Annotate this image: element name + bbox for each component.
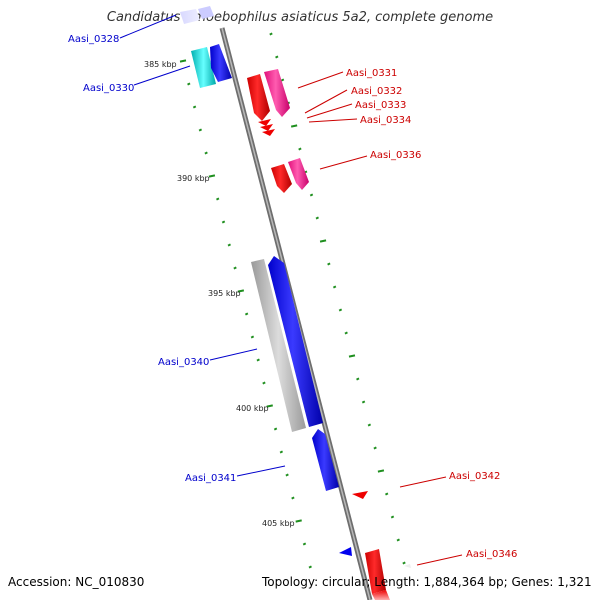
- outer-tick-20: [385, 492, 389, 496]
- gene-labels: Aasi_0328 Aasi_0330 Aasi_0340 Aasi_0341 …: [68, 34, 517, 560]
- outer-tick-19: [377, 469, 385, 473]
- topology-summary: Topology: circular; Length: 1,884,364 bp…: [262, 575, 592, 589]
- gene-small-blue: [339, 547, 352, 556]
- outer-tick-13: [344, 331, 348, 335]
- inner-tick-18: [285, 473, 289, 477]
- scale-405: 405 kbp: [262, 519, 295, 528]
- inner-tick-6: [216, 197, 220, 201]
- outer-tick-11: [332, 285, 337, 289]
- scale-385: 385 kbp: [144, 60, 177, 69]
- inner-tick-20: [295, 519, 302, 523]
- outer-tick-10: [327, 262, 331, 266]
- gene-aasi-0336: [271, 164, 292, 193]
- label-aasi-0346: Aasi_0346: [466, 549, 517, 560]
- outer-tick-1: [275, 55, 279, 59]
- outer-tick-15: [356, 377, 360, 381]
- gene-aasi-0340-grey: [251, 259, 306, 432]
- inner-tick-2: [192, 105, 197, 109]
- outer-tick-17: [367, 423, 372, 427]
- inner-tick-17: [279, 450, 284, 454]
- gene-glyphs: [180, 6, 411, 600]
- outer-tick-22: [396, 538, 400, 542]
- inner-tick-3: [198, 128, 203, 132]
- label-aasi-0332: Aasi_0332: [351, 86, 402, 97]
- inner-tick-13: [256, 358, 260, 362]
- gene-aasi-0346-fade: [372, 590, 390, 600]
- inner-tick-5: [208, 174, 216, 178]
- inner-tick-10: [237, 289, 245, 293]
- inner-tick-21: [302, 542, 307, 546]
- inner-tick-19: [291, 496, 295, 500]
- scale-labels: 385 kbp 390 kbp 395 kbp 400 kbp 405 kbp: [144, 60, 295, 528]
- outer-tick-12: [338, 308, 343, 312]
- label-aasi-0330: Aasi_0330: [83, 83, 134, 94]
- gene-aasi-0333: [258, 119, 271, 126]
- inner-tick-9: [233, 266, 237, 270]
- outer-tick-7: [309, 193, 314, 197]
- gene-faint-bottom: [404, 564, 411, 568]
- outer-tick-14: [348, 354, 356, 358]
- gene-cyan: [191, 47, 216, 88]
- outer-tick-18: [373, 446, 377, 450]
- outer-tick-0: [269, 32, 273, 36]
- accession-text: Accession: NC_010830: [8, 575, 145, 589]
- outer-tick-21: [390, 515, 395, 519]
- label-aasi-0340: Aasi_0340: [158, 357, 209, 368]
- outer-tick-2: [280, 78, 285, 82]
- label-aasi-0342: Aasi_0342: [449, 471, 500, 482]
- inner-tick-1: [187, 82, 191, 86]
- inner-tick-14: [262, 381, 266, 385]
- gene-aasi-0334: [262, 129, 275, 136]
- gene-aasi-0336b: [288, 158, 309, 190]
- scale-400: 400 kbp: [236, 404, 269, 413]
- inner-tick-4: [204, 151, 208, 155]
- gene-aasi-0346: [365, 549, 386, 594]
- label-aasi-0336: Aasi_0336: [370, 150, 421, 161]
- gene-aasi-0331: [247, 74, 270, 121]
- outer-tick-8: [315, 216, 319, 220]
- outer-tick-23: [402, 561, 406, 565]
- label-aasi-0331: Aasi_0331: [346, 68, 397, 79]
- inner-tick-7: [221, 220, 226, 224]
- scale-ticks: [179, 32, 406, 569]
- inner-tick-11: [244, 312, 249, 316]
- gene-aasi-0333b: [260, 124, 273, 131]
- gene-aasi-0328: [180, 9, 200, 24]
- label-aasi-0333: Aasi_0333: [355, 100, 406, 111]
- gene-aasi-0330: [210, 44, 232, 82]
- scale-395: 395 kbp: [208, 289, 241, 298]
- inner-tick-22: [308, 565, 312, 569]
- scale-390: 390 kbp: [177, 174, 210, 183]
- leader-lines: [119, 14, 463, 566]
- inner-tick-8: [227, 243, 231, 247]
- gene-aasi-0328b: [198, 6, 214, 19]
- gene-aasi-0342: [352, 491, 368, 499]
- gene-aasi-0332: [264, 69, 290, 117]
- inner-tick-15: [266, 404, 273, 408]
- label-aasi-0328: Aasi_0328: [68, 34, 119, 45]
- outer-tick-5: [298, 147, 302, 151]
- outer-tick-16: [361, 400, 366, 404]
- label-aasi-0334: Aasi_0334: [360, 115, 411, 126]
- outer-tick-4: [290, 124, 298, 128]
- label-aasi-0341: Aasi_0341: [185, 473, 236, 484]
- gene-aasi-0341: [312, 429, 339, 491]
- gene-aasi-0340: [268, 256, 323, 427]
- inner-tick-12: [250, 335, 255, 339]
- inner-tick-0: [179, 59, 187, 63]
- inner-tick-16: [273, 427, 278, 431]
- outer-tick-9: [319, 239, 327, 243]
